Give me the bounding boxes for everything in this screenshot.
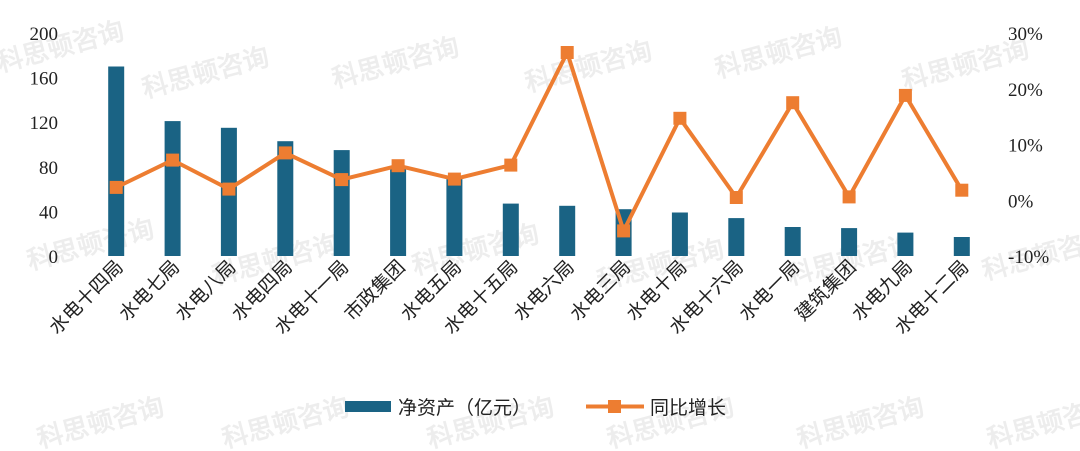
y-right-tick: 30% (1008, 24, 1043, 45)
growth-point-水电十一局 (335, 173, 349, 187)
growth-point-水电四局 (278, 146, 292, 160)
legend: 净资产（亿元） 同比增长 (345, 397, 726, 419)
growth-point-水电六局 (560, 46, 574, 59)
legend-label-bar: 净资产（亿元） (398, 397, 531, 419)
bar-水电四局 (277, 141, 294, 256)
growth-point-水电十四局 (109, 180, 123, 194)
bar-水电七局 (164, 121, 181, 256)
watermark-text: 科思顿咨询 (712, 21, 846, 85)
bar-水电十六局 (728, 218, 745, 256)
bar-水电六局 (559, 205, 576, 256)
watermark-text: 科思顿咨询 (794, 391, 928, 451)
axes: 0 40 80 120 160 200 -10% 0% 10% 20% 30% (30, 24, 1050, 268)
legend-swatch-marker (608, 400, 621, 413)
y-left-tick: 40 (39, 202, 58, 223)
growth-point-水电十五局 (504, 158, 518, 172)
watermark-text: 科思顿咨询 (139, 41, 273, 105)
watermark-text: 科思顿咨询 (34, 391, 168, 451)
watermark-text: 科思顿咨询 (329, 31, 463, 95)
category-label: 水电八局 (171, 256, 240, 325)
growth-point-水电八局 (222, 182, 236, 196)
bar-建筑集团 (841, 228, 858, 256)
growth-point-水电十局 (673, 111, 687, 125)
growth-line (115, 50, 964, 233)
growth-point-水电五局 (447, 172, 461, 186)
growth-point-水电七局 (166, 153, 180, 167)
line-series (109, 46, 969, 238)
bar-水电十五局 (502, 203, 519, 256)
bar-水电十四局 (108, 66, 125, 256)
y-right-tick: 0% (1008, 191, 1034, 212)
bar-市政集团 (390, 169, 407, 256)
legend-swatch-bar (345, 401, 391, 412)
growth-point-水电十六局 (729, 191, 743, 204)
bar-水电十二局 (953, 237, 970, 256)
category-label: 水电六局 (509, 256, 578, 325)
watermark-text: 科思顿咨询 (522, 35, 656, 99)
y-right-tick: 20% (1008, 80, 1043, 101)
y-right-tick: 10% (1008, 136, 1043, 157)
y-left-tick: 80 (39, 158, 58, 179)
watermark-text: 科思顿咨询 (409, 218, 543, 282)
category-label: 水电七局 (115, 256, 184, 325)
watermark-text: 科思顿咨询 (219, 391, 353, 451)
growth-point-市政集团 (391, 159, 405, 173)
growth-point-建筑集团 (842, 190, 856, 204)
legend-label-line: 同比增长 (650, 397, 726, 419)
growth-point-水电九局 (898, 88, 912, 102)
category-label: 市政集团 (340, 256, 409, 325)
growth-point-水电一局 (786, 96, 800, 110)
category-labels: 水电十四局水电七局水电八局水电四局水电十一局市政集团水电五局水电十五局水电六局水… (45, 256, 973, 339)
growth-point-水电三局 (617, 224, 631, 238)
y-left-tick: 0 (49, 247, 59, 268)
bar-水电十一局 (333, 150, 350, 256)
bar-水电五局 (446, 176, 463, 256)
y-left-tick: 160 (30, 69, 59, 90)
bar-水电十局 (671, 212, 688, 256)
bar-水电九局 (897, 232, 914, 256)
y-left-tick: 120 (30, 113, 59, 134)
y-right-tick: -10% (1008, 247, 1049, 268)
growth-point-水电十二局 (955, 183, 969, 197)
bar-水电一局 (784, 227, 801, 256)
y-left-tick: 200 (30, 24, 59, 45)
watermark-text: 科思顿咨询 (984, 391, 1080, 451)
